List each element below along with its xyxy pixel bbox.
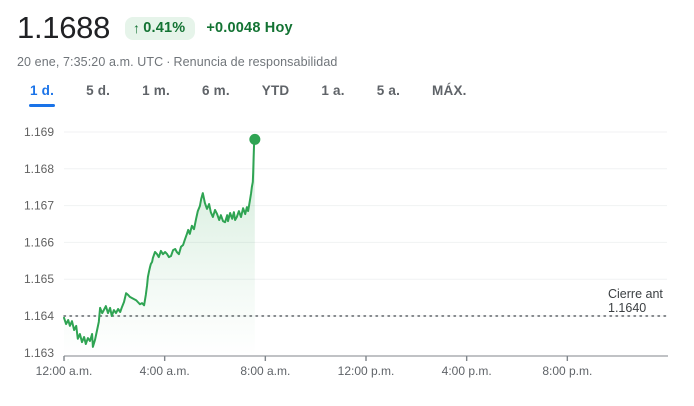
change-percent-badge: ↑ 0.41% bbox=[125, 16, 196, 40]
tab-5y[interactable]: 5 a. bbox=[376, 81, 401, 107]
y-tick-label: 1.166 bbox=[24, 235, 54, 249]
x-tick-label: 12:00 p.m. bbox=[338, 364, 395, 378]
range-tab-bar: 1 d. 5 d. 1 m. 6 m. YTD 1 a. 5 a. MÁX. bbox=[29, 81, 694, 107]
y-tick-label: 1.169 bbox=[24, 125, 54, 139]
x-tick-label: 12:00 a.m. bbox=[36, 364, 93, 378]
x-tick-label: 4:00 a.m. bbox=[140, 364, 190, 378]
tab-1y[interactable]: 1 a. bbox=[320, 81, 345, 107]
x-tick-label: 4:00 p.m. bbox=[442, 364, 492, 378]
price-row: 1.1688 ↑ 0.41% +0.0048 Hoy bbox=[17, 9, 694, 47]
y-tick-label: 1.168 bbox=[24, 162, 54, 176]
up-arrow-icon: ↑ bbox=[133, 19, 141, 36]
y-tick-label: 1.163 bbox=[24, 346, 54, 360]
current-price: 1.1688 bbox=[17, 10, 111, 45]
y-tick-label: 1.167 bbox=[24, 199, 54, 213]
price-chart-svg: 1.169 1.168 1.167 1.166 1.165 1.164 1.163 Cierr… bbox=[24, 125, 668, 378]
price-line bbox=[63, 138, 256, 348]
tab-6m[interactable]: 6 m. bbox=[201, 81, 231, 107]
disclaimer-link[interactable]: Renuncia de responsabilidad bbox=[173, 55, 338, 69]
y-tick-label: 1.164 bbox=[24, 309, 54, 323]
tab-ytd[interactable]: YTD bbox=[261, 81, 291, 107]
change-percent-value: 0.41% bbox=[143, 19, 186, 36]
prev-close-value: 1.1640 bbox=[608, 301, 646, 315]
price-area-fill bbox=[64, 139, 255, 356]
last-price-dot bbox=[249, 133, 261, 145]
quote-subtitle: 20 ene, 7:35:20 a.m. UTC · Renuncia de res… bbox=[17, 55, 694, 69]
change-absolute: +0.0048 Hoy bbox=[206, 20, 293, 36]
tab-5d[interactable]: 5 d. bbox=[85, 81, 111, 107]
quote-header: 1.1688 ↑ 0.41% +0.0048 Hoy 20 ene, 7:35:2… bbox=[0, 0, 694, 69]
quote-timestamp: 20 ene, 7:35:20 a.m. UTC bbox=[17, 55, 164, 69]
tab-max[interactable]: MÁX. bbox=[431, 81, 468, 107]
x-tick-label: 8:00 a.m. bbox=[240, 364, 290, 378]
tab-1d[interactable]: 1 d. bbox=[29, 81, 56, 107]
prev-close-label: Cierre ant bbox=[608, 287, 663, 301]
tab-1m[interactable]: 1 m. bbox=[141, 81, 171, 107]
separator-dot: · bbox=[166, 55, 171, 69]
y-tick-label: 1.165 bbox=[24, 272, 54, 286]
chart-area[interactable]: 1.169 1.168 1.167 1.166 1.165 1.164 1.163 Cierr… bbox=[0, 112, 694, 401]
x-tick-label: 8:00 p.m. bbox=[542, 364, 592, 378]
